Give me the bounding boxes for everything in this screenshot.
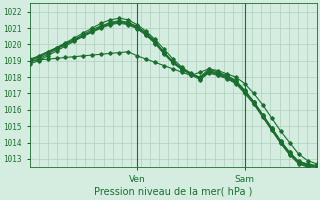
X-axis label: Pression niveau de la mer( hPa ): Pression niveau de la mer( hPa ) bbox=[94, 187, 252, 197]
